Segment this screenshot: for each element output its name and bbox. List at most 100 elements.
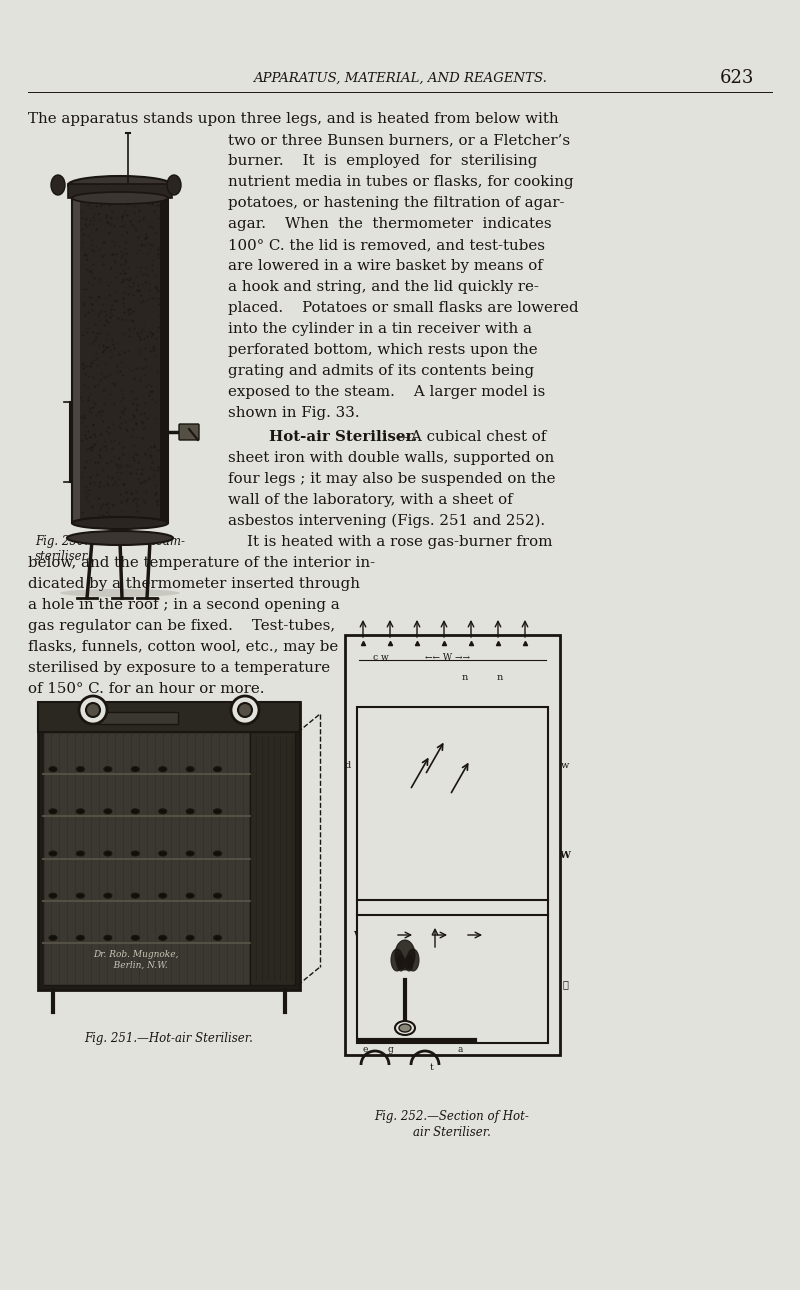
Ellipse shape: [214, 766, 222, 771]
Text: n: n: [497, 672, 503, 681]
Ellipse shape: [60, 590, 180, 597]
Ellipse shape: [186, 935, 194, 940]
Ellipse shape: [214, 935, 222, 940]
Text: are lowered in a wire basket by means of: are lowered in a wire basket by means of: [228, 259, 543, 273]
Text: of 150° C. for an hour or more.: of 150° C. for an hour or more.: [28, 682, 265, 697]
Ellipse shape: [158, 935, 166, 940]
Ellipse shape: [51, 175, 65, 195]
Ellipse shape: [214, 893, 222, 898]
Text: m  m.: m m.: [363, 878, 391, 888]
Ellipse shape: [86, 703, 100, 717]
Text: Fig. 250.—Koch’s Steam-: Fig. 250.—Koch’s Steam-: [35, 535, 185, 548]
Text: a: a: [458, 1045, 462, 1054]
Text: n: n: [462, 672, 468, 681]
Text: Fig. 251.—Hot-air Steriliser.: Fig. 251.—Hot-air Steriliser.: [85, 1032, 254, 1045]
Ellipse shape: [131, 766, 139, 771]
Text: exposed to the steam.    A larger model is: exposed to the steam. A larger model is: [228, 384, 546, 399]
Text: Hot-air Steriliser.: Hot-air Steriliser.: [248, 430, 418, 444]
Ellipse shape: [131, 935, 139, 940]
FancyBboxPatch shape: [179, 424, 199, 440]
Ellipse shape: [131, 851, 139, 857]
Text: burner.    It  is  employed  for  sterilising: burner. It is employed for sterilising: [228, 154, 538, 168]
Ellipse shape: [77, 809, 85, 814]
Bar: [250, 731, 295, 986]
Text: two or three Bunsen burners, or a Fletcher’s: two or three Bunsen burners, or a Fletch…: [228, 133, 570, 147]
Text: ℓ: ℓ: [562, 980, 568, 989]
Ellipse shape: [186, 766, 194, 771]
Ellipse shape: [131, 809, 139, 814]
Ellipse shape: [238, 703, 252, 717]
Ellipse shape: [77, 766, 85, 771]
Text: The apparatus stands upon three legs, and is heated from below with: The apparatus stands upon three legs, an…: [28, 112, 558, 126]
Text: 100° C. the lid is removed, and test-tubes: 100° C. the lid is removed, and test-tub…: [228, 237, 545, 252]
Text: ℓ: ℓ: [472, 935, 478, 944]
Ellipse shape: [49, 893, 57, 898]
Ellipse shape: [79, 697, 107, 724]
Ellipse shape: [186, 809, 194, 814]
Text: Dr. Rob. Mugnoke,
   Berlin, N.W.: Dr. Rob. Mugnoke, Berlin, N.W.: [94, 949, 178, 969]
Text: w: w: [561, 761, 569, 770]
Text: wall of the laboratory, with a sheet of: wall of the laboratory, with a sheet of: [228, 493, 513, 507]
Text: placed.    Potatoes or small flasks are lowered: placed. Potatoes or small flasks are low…: [228, 301, 578, 315]
Ellipse shape: [399, 1024, 411, 1032]
Ellipse shape: [104, 935, 112, 940]
Ellipse shape: [167, 175, 181, 195]
Text: dicated by a thermometer inserted through: dicated by a thermometer inserted throug…: [28, 577, 360, 591]
Ellipse shape: [397, 955, 405, 971]
Ellipse shape: [186, 893, 194, 898]
Text: below, and the temperature of the interior in-: below, and the temperature of the interi…: [28, 556, 375, 570]
Bar: [68, 184, 172, 197]
Bar: [38, 702, 300, 731]
Text: asbestos intervening (Figs. 251 and 252).: asbestos intervening (Figs. 251 and 252)…: [228, 513, 545, 529]
Ellipse shape: [231, 697, 259, 724]
Text: c w: c w: [373, 653, 389, 662]
Text: grating and admits of its contents being: grating and admits of its contents being: [228, 364, 534, 378]
Bar: [72, 197, 168, 522]
Ellipse shape: [395, 1020, 415, 1035]
Text: air Steriliser.: air Steriliser.: [413, 1126, 491, 1139]
Ellipse shape: [49, 766, 57, 771]
Bar: [160, 197, 168, 522]
Text: a hole in the roof ; in a second opening a: a hole in the roof ; in a second opening…: [28, 599, 340, 611]
Bar: [72, 197, 80, 522]
Ellipse shape: [131, 893, 139, 898]
Bar: [357, 707, 548, 1044]
Ellipse shape: [104, 851, 112, 857]
Text: steriliser.: steriliser.: [35, 550, 90, 562]
Text: APPARATUS, MATERIAL, AND REAGENTS.: APPARATUS, MATERIAL, AND REAGENTS.: [253, 71, 547, 85]
Text: It is heated with a rose gas-burner from: It is heated with a rose gas-burner from: [228, 535, 553, 550]
Ellipse shape: [77, 893, 85, 898]
Text: —A cubical chest of: —A cubical chest of: [396, 430, 546, 444]
Ellipse shape: [391, 949, 403, 971]
Text: perforated bottom, which rests upon the: perforated bottom, which rests upon the: [228, 343, 538, 357]
Ellipse shape: [407, 949, 419, 971]
Text: sheet iron with double walls, supported on: sheet iron with double walls, supported …: [228, 451, 554, 464]
Ellipse shape: [405, 955, 413, 971]
Text: four legs ; it may also be suspended on the: four legs ; it may also be suspended on …: [228, 472, 555, 486]
Text: potatoes, or hastening the filtration of agar-: potatoes, or hastening the filtration of…: [228, 196, 565, 210]
Ellipse shape: [49, 851, 57, 857]
Ellipse shape: [158, 766, 166, 771]
Ellipse shape: [214, 809, 222, 814]
Text: a hook and string, and the lid quickly re-: a hook and string, and the lid quickly r…: [228, 280, 539, 294]
Text: Fig. 252.—Section of Hot-: Fig. 252.—Section of Hot-: [374, 1109, 530, 1124]
Text: 623: 623: [720, 68, 754, 86]
Text: e: e: [362, 1045, 368, 1054]
Ellipse shape: [77, 851, 85, 857]
Text: r: r: [386, 1015, 390, 1024]
Text: into the cylinder in a tin receiver with a: into the cylinder in a tin receiver with…: [228, 322, 532, 335]
Text: W: W: [354, 930, 365, 939]
Bar: [345, 635, 560, 1055]
Text: g: g: [387, 1045, 393, 1054]
Ellipse shape: [104, 766, 112, 771]
Bar: [43, 731, 250, 986]
Bar: [98, 712, 178, 724]
Text: W: W: [559, 850, 570, 859]
Ellipse shape: [72, 192, 168, 204]
Text: ←← W →→: ←← W →→: [425, 653, 470, 662]
FancyBboxPatch shape: [38, 702, 300, 989]
Text: nutrient media in tubes or flasks, for cooking: nutrient media in tubes or flasks, for c…: [228, 175, 574, 190]
Ellipse shape: [104, 809, 112, 814]
Ellipse shape: [49, 809, 57, 814]
Ellipse shape: [49, 935, 57, 940]
